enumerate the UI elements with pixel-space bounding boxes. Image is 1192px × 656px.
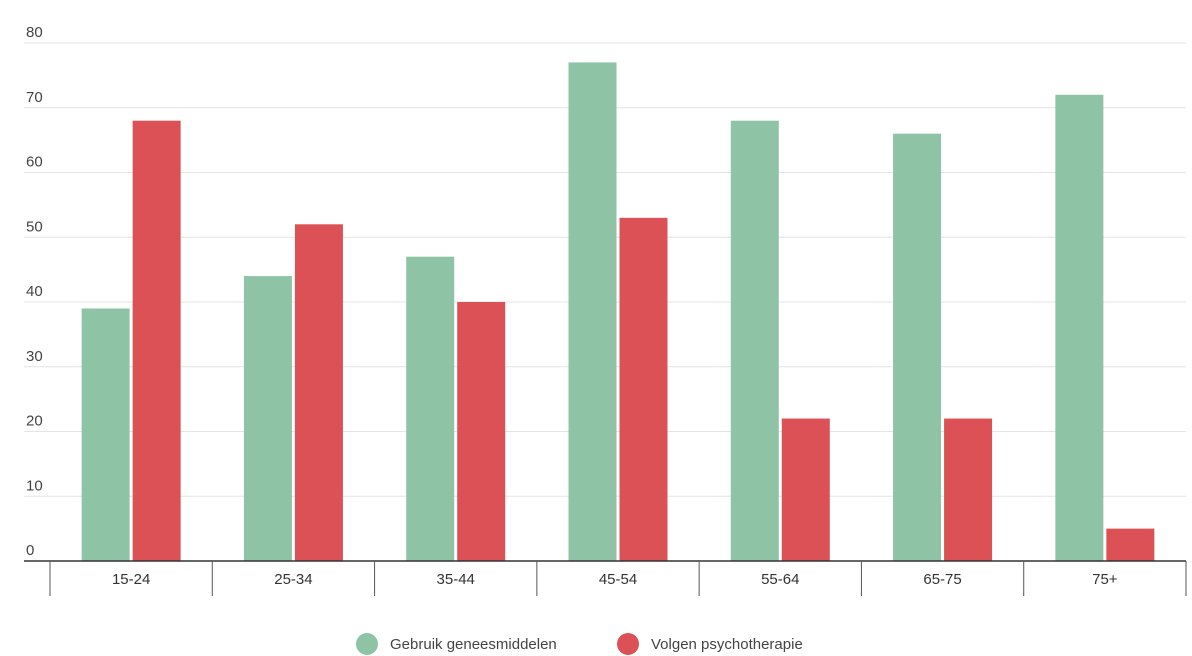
x-tick-label: 25-34 [274, 571, 312, 588]
x-tick-label: 75+ [1092, 571, 1118, 588]
bars [81, 62, 1155, 562]
x-tick-label: 65-75 [923, 571, 961, 588]
bar-gebruik-geneesmiddelen-65-75 [893, 133, 942, 561]
y-tick-label: 40 [26, 283, 43, 300]
bar-volgen-psychotherapie-75+ [1106, 528, 1155, 561]
x-axis-tick-labels: 15-24 25-34 35-44 45-54 55-64 65-75 75+ [112, 571, 1118, 588]
bar-volgen-psychotherapie-65-75 [944, 418, 993, 561]
bar-gebruik-geneesmiddelen-55-64 [730, 120, 779, 561]
bar-volgen-psychotherapie-25-34 [294, 224, 343, 562]
bar-volgen-psychotherapie-15-24 [132, 120, 181, 561]
x-tick-label: 15-24 [112, 571, 150, 588]
y-tick-label: 70 [26, 89, 43, 106]
legend-label: Gebruik geneesmiddelen [390, 636, 557, 653]
bar-volgen-psychotherapie-35-44 [457, 302, 506, 561]
y-tick-label: 80 [26, 24, 43, 41]
x-tick-label: 45-54 [599, 571, 637, 588]
bar-gebruik-geneesmiddelen-15-24 [81, 308, 130, 561]
x-tick-label: 35-44 [437, 571, 475, 588]
legend-swatch [356, 633, 378, 655]
bar-volgen-psychotherapie-45-54 [619, 217, 668, 561]
y-tick-label: 0 [26, 542, 34, 559]
x-tick-label: 55-64 [761, 571, 799, 588]
y-tick-label: 10 [26, 477, 43, 494]
x-axis [24, 560, 1187, 596]
y-axis-tick-labels: 0 10 20 30 40 50 60 70 80 [26, 24, 43, 559]
bar-gebruik-geneesmiddelen-45-54 [568, 62, 617, 562]
bar-gebruik-geneesmiddelen-35-44 [406, 256, 455, 561]
bar-gebruik-geneesmiddelen-25-34 [243, 276, 292, 561]
y-tick-label: 30 [26, 348, 43, 365]
y-tick-label: 60 [26, 154, 43, 171]
bar-volgen-psychotherapie-55-64 [781, 418, 830, 561]
y-tick-label: 50 [26, 218, 43, 235]
bar-gebruik-geneesmiddelen-75+ [1055, 94, 1104, 562]
legend-label: Volgen psychotherapie [651, 636, 803, 653]
y-tick-label: 20 [26, 413, 43, 430]
legend: Gebruik geneesmiddelen Volgen psychothera… [356, 633, 803, 655]
legend-swatch [617, 633, 639, 655]
